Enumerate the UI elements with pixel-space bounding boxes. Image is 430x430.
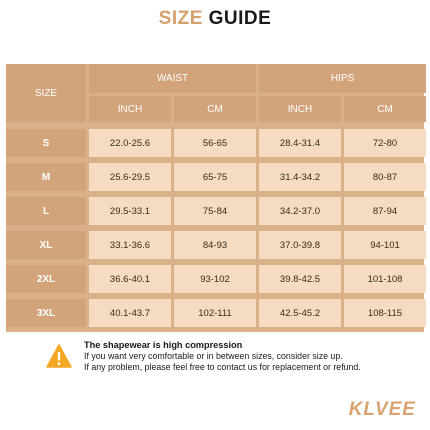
- size-label: 3XL: [6, 299, 86, 327]
- hips-group-header: HIPS: [259, 64, 426, 93]
- page-title: SIZE GUIDE: [0, 8, 430, 30]
- table-cell: 108-115: [344, 299, 426, 327]
- table-cell: 39.8-42.5: [259, 265, 341, 293]
- warning-icon: [46, 344, 72, 368]
- size-table: SIZE WAIST HIPS INCH CM INCH CM S 22.0-25.6 56-65…: [6, 64, 426, 332]
- table-cell: 72-80: [344, 129, 426, 157]
- table-cell: 101-108: [344, 265, 426, 293]
- table-cell: 65-75: [174, 163, 256, 191]
- notice-line-1: If you want very comfortable or in betwe…: [84, 351, 343, 361]
- table-cell: 102-111: [174, 299, 256, 327]
- table-cell: 80-87: [344, 163, 426, 191]
- brand-logo: KLVEE: [348, 399, 416, 420]
- title-size: SIZE: [158, 8, 203, 29]
- compression-notice: The shapewear is high compression If you…: [84, 340, 424, 373]
- unit-header: CM: [344, 96, 426, 122]
- size-label: S: [6, 129, 86, 157]
- notice-heading: The shapewear is high compression: [84, 340, 243, 350]
- size-column-header: SIZE: [6, 64, 86, 122]
- table-cell: 40.1-43.7: [89, 299, 171, 327]
- table-cell: 75-84: [174, 197, 256, 225]
- size-label: 2XL: [6, 265, 86, 293]
- table-cell: 31.4-34.2: [259, 163, 341, 191]
- table-cell: 28.4-31.4: [259, 129, 341, 157]
- size-label: XL: [6, 231, 86, 259]
- table-cell: 42.5-45.2: [259, 299, 341, 327]
- table-cell: 87-94: [344, 197, 426, 225]
- table-cell: 36.6-40.1: [89, 265, 171, 293]
- table-cell: 37.0-39.8: [259, 231, 341, 259]
- unit-header: INCH: [259, 96, 341, 122]
- table-cell: 25.6-29.5: [89, 163, 171, 191]
- unit-header: CM: [174, 96, 256, 122]
- unit-header: INCH: [89, 96, 171, 122]
- table-cell: 29.5-33.1: [89, 197, 171, 225]
- table-cell: 22.0-25.6: [89, 129, 171, 157]
- title-guide: GUIDE: [208, 8, 272, 29]
- table-cell: 94-101: [344, 231, 426, 259]
- table-cell: 33.1-36.6: [89, 231, 171, 259]
- notice-line-2: If any problem, please feel free to cont…: [84, 362, 361, 372]
- table-cell: 56-65: [174, 129, 256, 157]
- size-label: L: [6, 197, 86, 225]
- table-cell: 34.2-37.0: [259, 197, 341, 225]
- table-cell: 84-93: [174, 231, 256, 259]
- waist-group-header: WAIST: [89, 64, 256, 93]
- size-label: M: [6, 163, 86, 191]
- table-cell: 93-102: [174, 265, 256, 293]
